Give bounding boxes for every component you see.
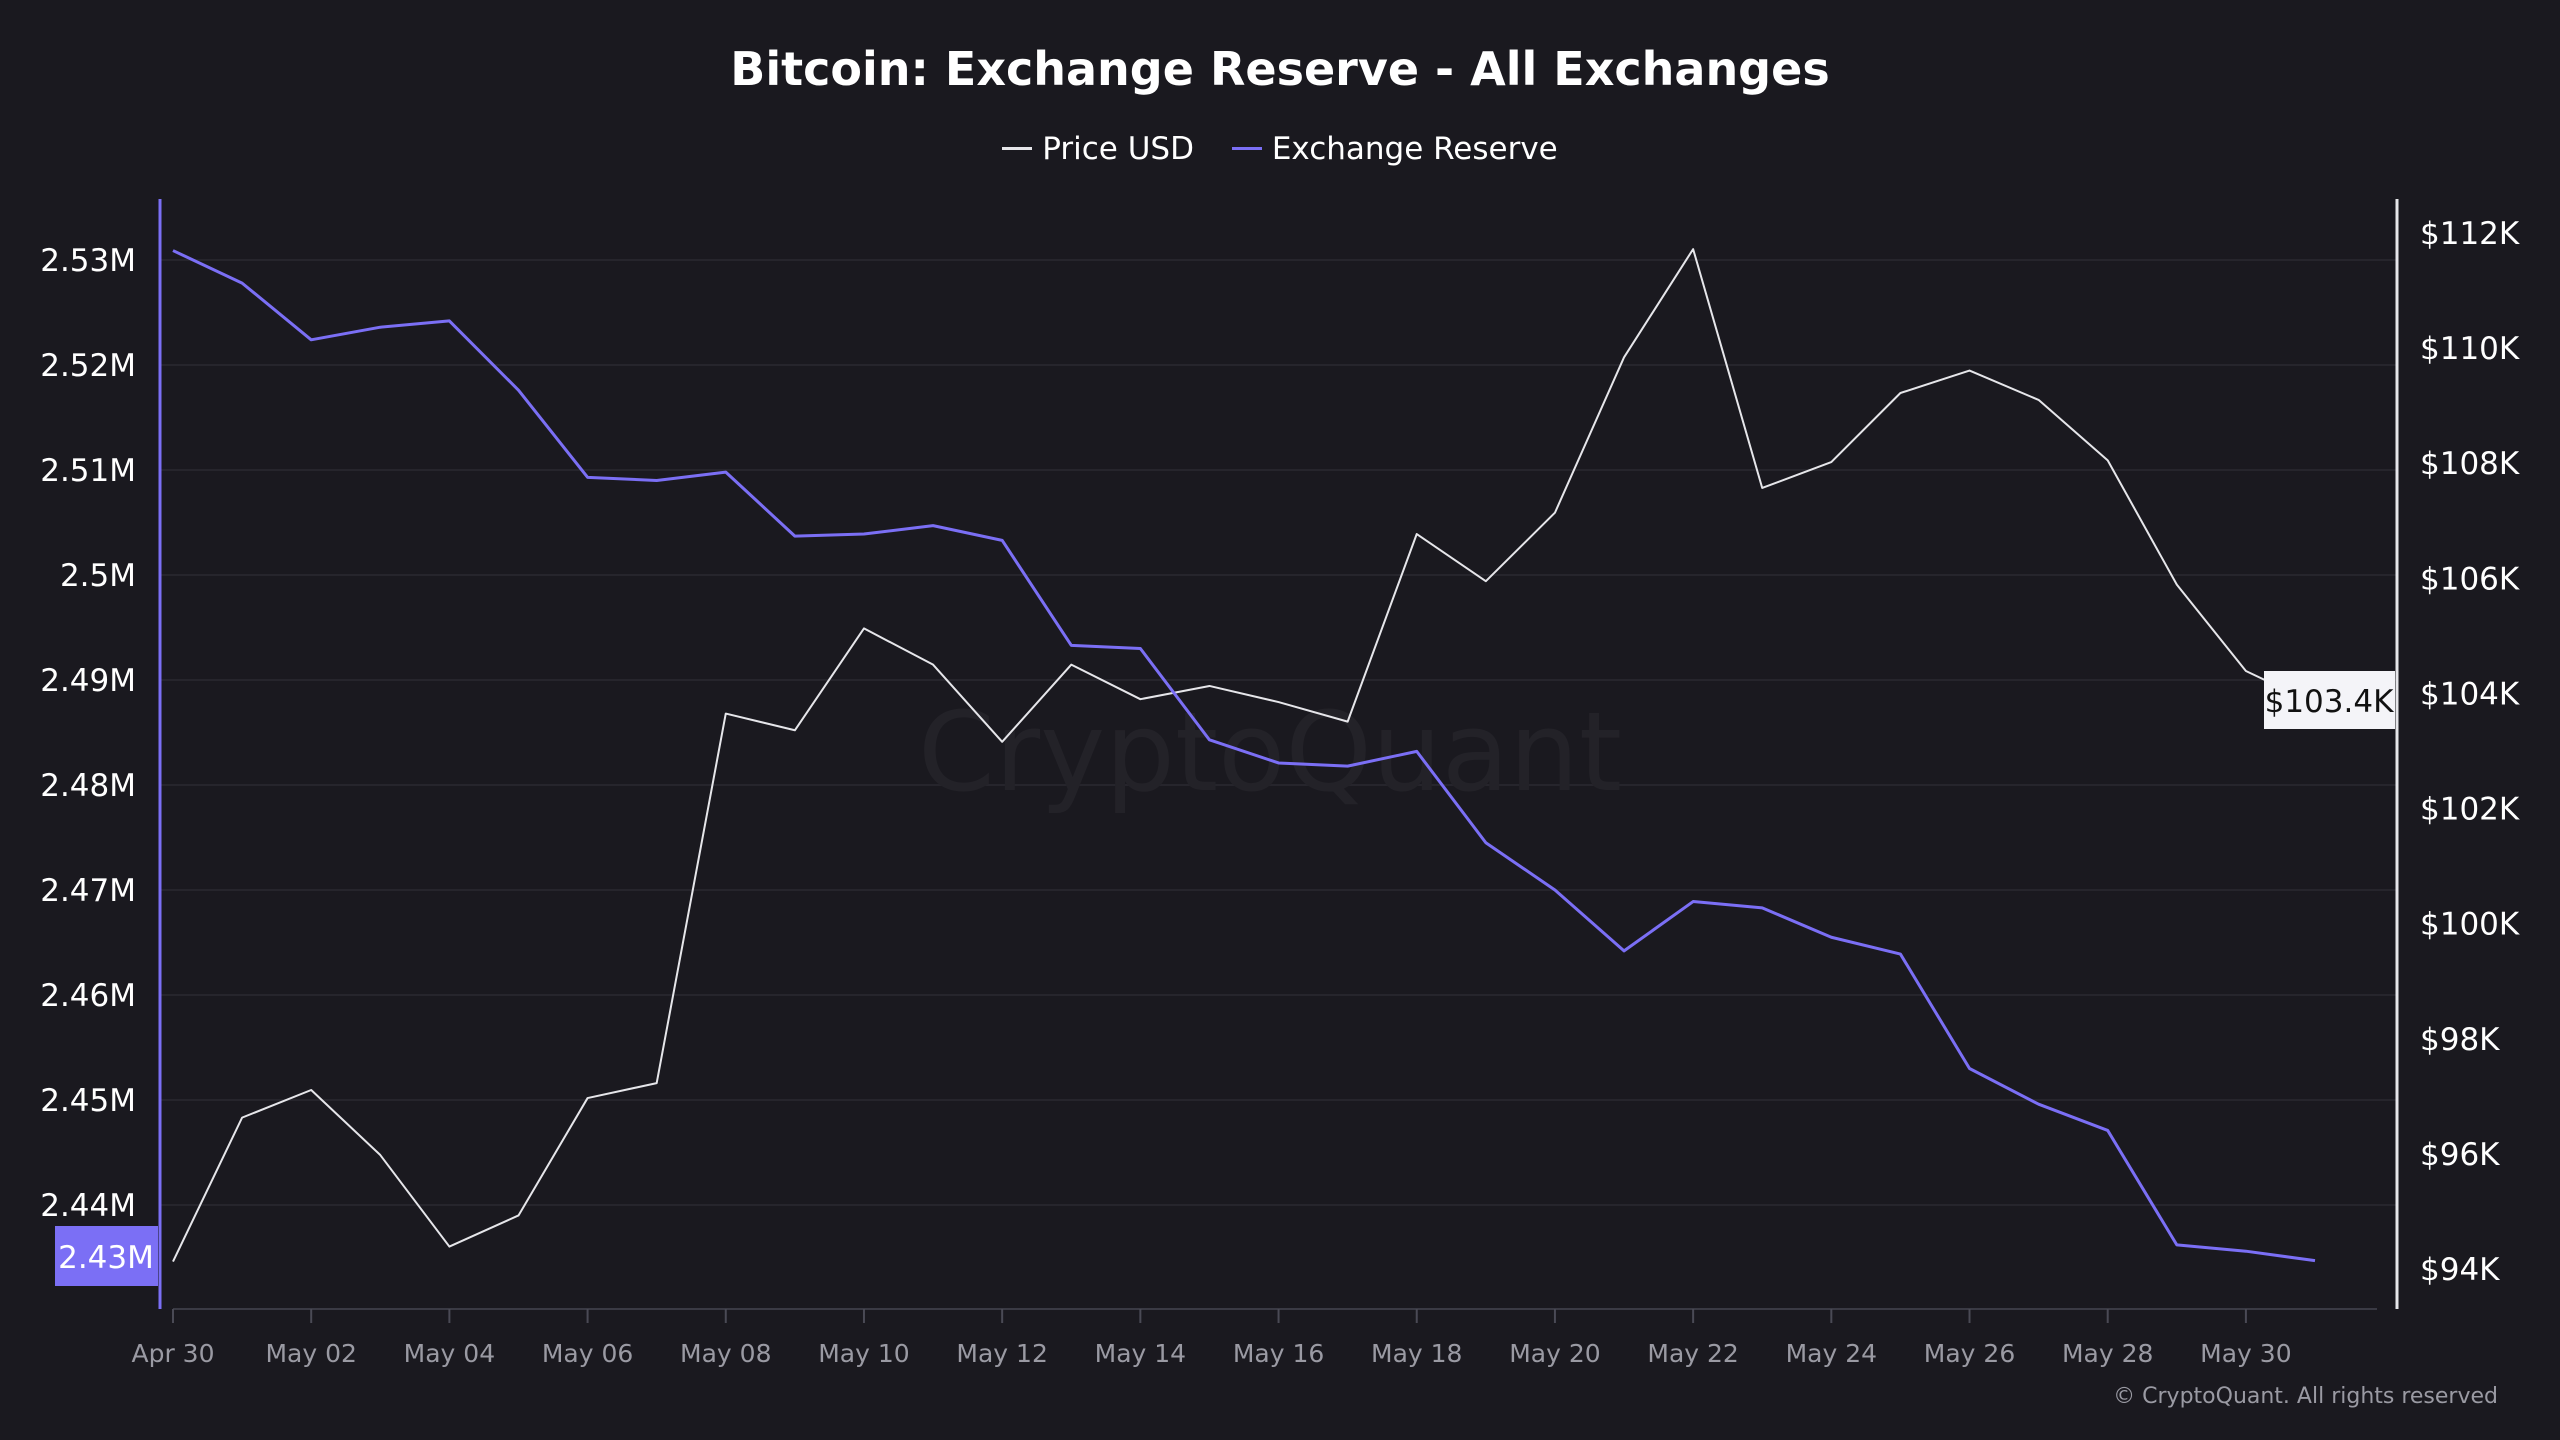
- badge-label: 2.43M: [58, 1240, 154, 1276]
- right-tick-label: $94K: [2420, 1252, 2500, 1288]
- series-line-price: [172, 248, 2316, 1262]
- left-tick-label: 2.5M: [60, 558, 136, 594]
- x-tick-label: Apr 30: [131, 1339, 214, 1368]
- right-tick-label: $108K: [2420, 446, 2520, 482]
- x-tick-label: May 24: [1786, 1339, 1877, 1368]
- badge-bg: [2264, 671, 2395, 729]
- left-tick-label: 2.48M: [40, 768, 136, 804]
- chart-title: Bitcoin: Exchange Reserve - All Exchange…: [730, 42, 1830, 96]
- x-tick-label: May 16: [1233, 1339, 1324, 1368]
- price-current-badge: $103.4K: [2264, 671, 2395, 729]
- right-tick-label: $110K: [2420, 331, 2520, 367]
- x-tick-label: May 02: [265, 1339, 356, 1368]
- right-tick-label: $96K: [2420, 1137, 2500, 1173]
- right-tick-label: $98K: [2420, 1022, 2500, 1058]
- legend-swatch: [1002, 147, 1033, 150]
- left-tick-label: 2.51M: [40, 453, 136, 489]
- x-tick-label: May 10: [818, 1339, 909, 1368]
- reserve-current-badge: 2.43M: [55, 1226, 158, 1286]
- right-tick-label: $100K: [2420, 907, 2520, 943]
- x-tick-label: May 04: [404, 1339, 495, 1368]
- x-tick-label: May 12: [956, 1339, 1047, 1368]
- right-tick-label: $104K: [2420, 676, 2520, 712]
- left-tick-label: 2.46M: [40, 978, 136, 1014]
- legend-swatch: [1231, 147, 1262, 150]
- x-tick-label: May 08: [680, 1339, 771, 1368]
- x-tick-label: May 20: [1509, 1339, 1600, 1368]
- left-tick-label: 2.53M: [40, 243, 136, 279]
- legend-label: Exchange Reserve: [1271, 130, 1558, 167]
- x-tick-label: May 22: [1647, 1339, 1738, 1368]
- legend: Price USD Exchange Reserve: [0, 122, 2560, 167]
- legend-item-price[interactable]: Price USD: [1002, 131, 1194, 167]
- legend-item-reserve[interactable]: Exchange Reserve: [1231, 130, 1558, 167]
- left-tick-label: 2.49M: [40, 663, 136, 699]
- left-tick-label: 2.52M: [40, 348, 136, 384]
- x-tick-label: May 14: [1095, 1339, 1186, 1368]
- right-tick-label: $102K: [2420, 792, 2520, 828]
- x-tick-label: May 30: [2200, 1339, 2291, 1368]
- left-tick-label: 2.44M: [40, 1188, 136, 1224]
- badge-bg: [55, 1226, 158, 1286]
- left-tick-label: 2.45M: [40, 1083, 136, 1119]
- copyright: © CryptoQuant. All rights reserved: [2113, 1384, 2498, 1409]
- series-line-reserve: [172, 249, 2316, 1263]
- x-tick-label: May 18: [1371, 1339, 1462, 1368]
- watermark: CryptoQuant: [918, 688, 1622, 816]
- x-tick-label: May 06: [542, 1339, 633, 1368]
- x-tick-label: May 26: [1924, 1339, 2015, 1368]
- badge-label: $103.4K: [2265, 684, 2394, 720]
- left-tick-label: 2.47M: [40, 873, 136, 909]
- legend-label: Price USD: [1042, 130, 1194, 167]
- right-tick-label: $112K: [2420, 216, 2520, 252]
- x-tick-label: May 28: [2062, 1339, 2153, 1368]
- right-tick-label: $106K: [2420, 561, 2520, 597]
